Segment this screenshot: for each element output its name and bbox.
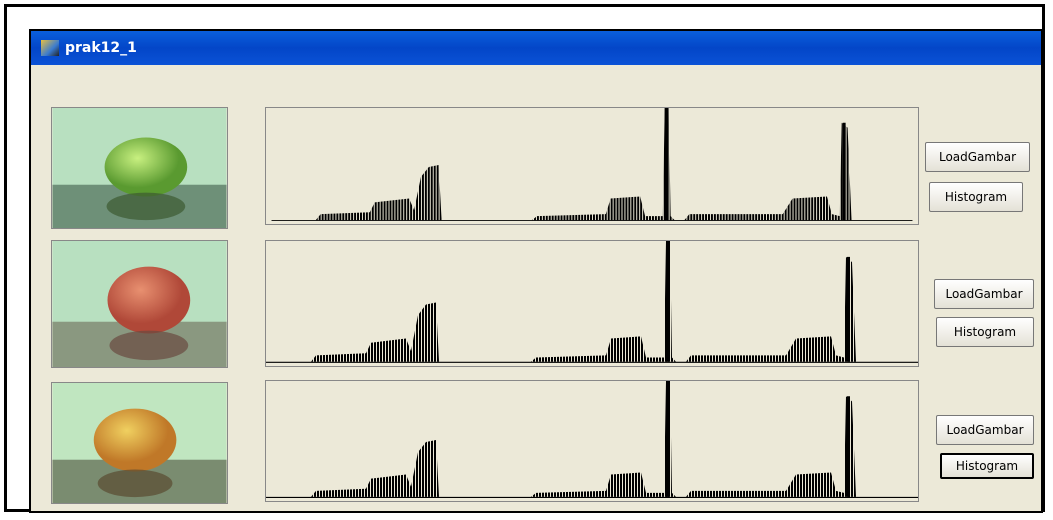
image-preview bbox=[51, 382, 228, 504]
image-preview bbox=[51, 240, 228, 368]
histogram-button[interactable]: Histogram bbox=[940, 453, 1034, 479]
histogram bbox=[265, 240, 919, 367]
load-button[interactable]: LoadGambar bbox=[925, 142, 1030, 172]
histogram bbox=[265, 107, 919, 225]
load-button[interactable]: LoadGambar bbox=[936, 415, 1034, 445]
page: prak12_1 LoadGambar Histogram LoadGambar… bbox=[0, 0, 1053, 520]
window-title: prak12_1 bbox=[65, 40, 137, 56]
histogram bbox=[265, 380, 919, 502]
load-button[interactable]: LoadGambar bbox=[934, 279, 1034, 309]
window: prak12_1 LoadGambar Histogram LoadGambar… bbox=[29, 29, 1043, 513]
histogram-button[interactable]: Histogram bbox=[936, 317, 1034, 347]
title-bar: prak12_1 bbox=[31, 31, 1041, 65]
histogram-button[interactable]: Histogram bbox=[929, 182, 1023, 212]
image-preview bbox=[51, 107, 228, 229]
app-icon bbox=[41, 40, 59, 56]
screenshot-frame: prak12_1 LoadGambar Histogram LoadGambar… bbox=[4, 4, 1045, 512]
